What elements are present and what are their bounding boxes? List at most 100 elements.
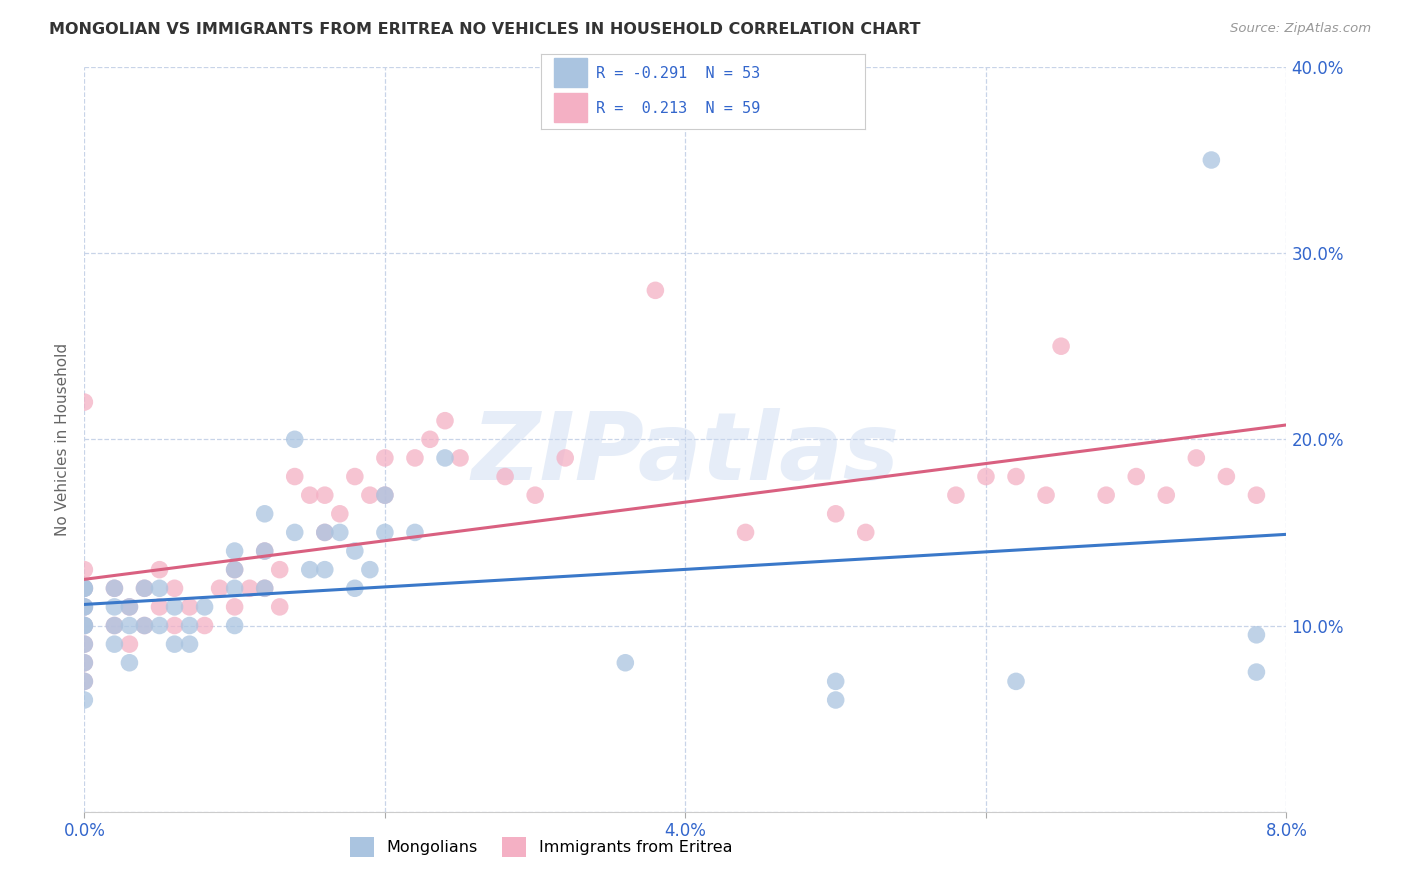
Point: [253, 582, 276, 596]
Point: [194, 599, 217, 614]
Text: ZIPatlas: ZIPatlas: [471, 409, 900, 500]
Point: [73, 599, 96, 614]
Point: [118, 656, 141, 670]
Point: [1185, 450, 1208, 465]
Point: [73, 599, 96, 614]
Point: [179, 599, 201, 614]
Point: [148, 582, 170, 596]
Point: [253, 582, 276, 596]
Point: [284, 433, 307, 447]
Point: [284, 469, 307, 483]
Point: [163, 618, 186, 632]
Text: R =  0.213  N = 59: R = 0.213 N = 59: [596, 101, 761, 116]
Point: [253, 507, 276, 521]
Point: [239, 582, 262, 596]
Point: [343, 582, 366, 596]
Legend: Mongolians, Immigrants from Eritrea: Mongolians, Immigrants from Eritrea: [343, 831, 738, 863]
Point: [134, 582, 156, 596]
Point: [73, 599, 96, 614]
Point: [103, 637, 125, 651]
Point: [148, 563, 170, 577]
Point: [314, 525, 336, 540]
Point: [73, 582, 96, 596]
Point: [298, 488, 321, 502]
Point: [524, 488, 547, 502]
Point: [343, 544, 366, 558]
Point: [134, 582, 156, 596]
Point: [1246, 488, 1268, 502]
Point: [73, 656, 96, 670]
Point: [179, 618, 201, 632]
Text: Source: ZipAtlas.com: Source: ZipAtlas.com: [1230, 22, 1371, 36]
Point: [314, 525, 336, 540]
Text: MONGOLIAN VS IMMIGRANTS FROM ERITREA NO VEHICLES IN HOUSEHOLD CORRELATION CHART: MONGOLIAN VS IMMIGRANTS FROM ERITREA NO …: [49, 22, 921, 37]
Point: [73, 637, 96, 651]
Point: [148, 618, 170, 632]
Point: [298, 563, 321, 577]
Point: [374, 488, 396, 502]
Point: [314, 488, 336, 502]
Point: [1125, 469, 1147, 483]
Point: [855, 525, 877, 540]
Point: [163, 637, 186, 651]
Point: [103, 599, 125, 614]
Point: [359, 488, 381, 502]
Point: [73, 674, 96, 689]
Point: [118, 618, 141, 632]
Point: [974, 469, 997, 483]
Point: [224, 544, 246, 558]
Point: [329, 507, 352, 521]
Bar: [554, 93, 586, 122]
Point: [1156, 488, 1178, 502]
Point: [73, 674, 96, 689]
Point: [103, 582, 125, 596]
Point: [118, 599, 141, 614]
Point: [73, 618, 96, 632]
Point: [284, 525, 307, 540]
Y-axis label: No Vehicles in Household: No Vehicles in Household: [55, 343, 70, 536]
Point: [1035, 488, 1057, 502]
Point: [945, 488, 967, 502]
Point: [359, 563, 381, 577]
Point: [73, 582, 96, 596]
Point: [134, 618, 156, 632]
Point: [329, 525, 352, 540]
Point: [1005, 469, 1028, 483]
Point: [194, 618, 217, 632]
Point: [404, 525, 426, 540]
Point: [1201, 153, 1223, 167]
Point: [73, 637, 96, 651]
Point: [824, 674, 846, 689]
Point: [494, 469, 516, 483]
Point: [208, 582, 231, 596]
Point: [449, 450, 471, 465]
Point: [163, 582, 186, 596]
Point: [614, 656, 637, 670]
Point: [419, 433, 441, 447]
Point: [404, 450, 426, 465]
Text: R = -0.291  N = 53: R = -0.291 N = 53: [596, 66, 761, 81]
Point: [73, 563, 96, 577]
Point: [1095, 488, 1118, 502]
Point: [824, 507, 846, 521]
Point: [343, 469, 366, 483]
Point: [73, 618, 96, 632]
Point: [1215, 469, 1237, 483]
Point: [103, 582, 125, 596]
Bar: [554, 58, 586, 87]
Point: [134, 618, 156, 632]
Point: [73, 656, 96, 670]
Point: [1246, 665, 1268, 679]
Point: [554, 450, 576, 465]
Point: [148, 599, 170, 614]
Point: [73, 395, 96, 409]
Point: [374, 488, 396, 502]
Point: [269, 563, 291, 577]
Point: [73, 693, 96, 707]
Point: [824, 693, 846, 707]
Point: [734, 525, 756, 540]
Point: [374, 525, 396, 540]
Point: [269, 599, 291, 614]
Point: [1050, 339, 1073, 353]
Point: [253, 544, 276, 558]
